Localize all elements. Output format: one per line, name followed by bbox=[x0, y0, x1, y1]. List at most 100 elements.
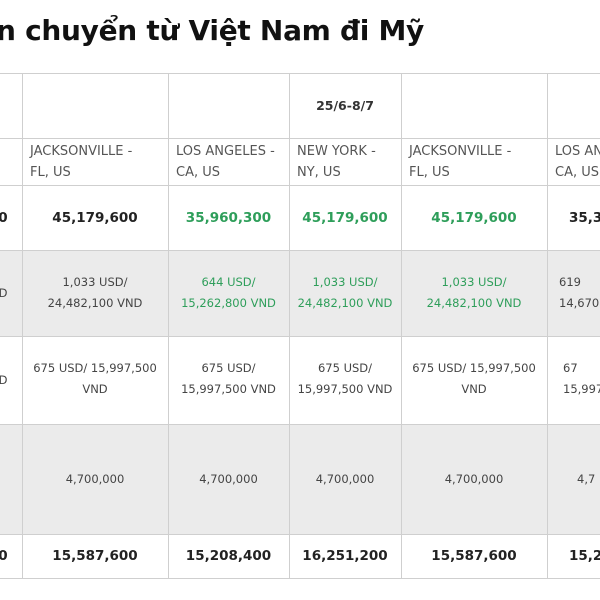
fragment-text: 0 bbox=[0, 209, 8, 226]
row-divider bbox=[0, 336, 600, 337]
col-divider bbox=[289, 73, 290, 578]
cell-value: 4,700,000 bbox=[315, 471, 375, 486]
table-cell: 675 USD/ 15,997,500 VND bbox=[22, 336, 168, 424]
cell-line: 675 USD/ 15,997,500 bbox=[412, 361, 536, 375]
cell-value: 16,251,200 bbox=[302, 548, 388, 564]
cell-value: 15,2 bbox=[569, 548, 600, 564]
row-band-fee bbox=[0, 424, 600, 534]
table-cell: 4,7 bbox=[547, 424, 600, 534]
left-fragment: D bbox=[0, 250, 10, 336]
cell-value: 15,208,400 bbox=[185, 548, 272, 564]
cell-line: 15,997,500 VND bbox=[181, 382, 276, 396]
row-divider bbox=[0, 250, 600, 251]
cell-line: 15,997,500 VND bbox=[297, 382, 393, 396]
cell-line: VND bbox=[82, 382, 108, 396]
header-line-2: CA, US bbox=[555, 165, 600, 180]
table-cell: 67 15,997 bbox=[547, 336, 600, 424]
row-divider bbox=[0, 534, 600, 535]
cell-line: 1,033 USD/ bbox=[441, 275, 507, 289]
row-divider bbox=[0, 73, 600, 74]
table-cell: 45,179,600 bbox=[289, 185, 401, 250]
fragment-text: D bbox=[0, 372, 8, 387]
header-line-2: FL, US bbox=[409, 165, 450, 180]
cell-value: 4,700,000 bbox=[444, 471, 504, 486]
table-cell: 15,587,600 bbox=[22, 534, 168, 578]
col-divider bbox=[168, 73, 169, 578]
cell-value: 45,179,600 bbox=[431, 209, 517, 226]
table-cell: 4,700,000 bbox=[168, 424, 289, 534]
row-divider bbox=[0, 138, 600, 139]
column-header: LOS AN CA, US bbox=[547, 141, 600, 183]
table-cell: 15,2 bbox=[547, 534, 600, 578]
cell-line: 24,482,100 VND bbox=[297, 296, 393, 310]
header-line-1: NEW YORK - bbox=[297, 144, 376, 159]
column-header: JACKSONVILLE - FL, US bbox=[22, 141, 168, 183]
cell-line: 675 USD/ bbox=[317, 361, 373, 375]
col-divider bbox=[22, 73, 23, 578]
table-cell: 45,179,600 bbox=[401, 185, 547, 250]
table-cell: 4,700,000 bbox=[22, 424, 168, 534]
fragment-text: D bbox=[0, 285, 8, 300]
header-line-2: CA, US bbox=[176, 165, 221, 180]
cell-value: 4,7 bbox=[577, 471, 596, 486]
page-title: n chuyển từ Việt Nam đi Mỹ bbox=[0, 14, 424, 47]
table-cell: 15,587,600 bbox=[401, 534, 547, 578]
cell-value: 45,179,600 bbox=[302, 209, 388, 226]
table-cell: 675 USD/ 15,997,500 VND bbox=[401, 336, 547, 424]
cell-value: 4,700,000 bbox=[65, 471, 125, 486]
cell-line: 619 bbox=[559, 275, 581, 289]
cell-line: 14,670 bbox=[559, 296, 600, 310]
column-header: JACKSONVILLE - FL, US bbox=[401, 141, 547, 183]
left-fragment: 0 bbox=[0, 534, 10, 578]
row-divider bbox=[0, 424, 600, 425]
cell-value: 15,587,600 bbox=[52, 548, 138, 564]
table-cell: 675 USD/ 15,997,500 VND bbox=[289, 336, 401, 424]
cell-value: 15,587,600 bbox=[431, 548, 517, 564]
column-header: NEW YORK - NY, US bbox=[289, 141, 401, 183]
cell-value: 35,960,300 bbox=[185, 209, 272, 226]
table-cell: 16,251,200 bbox=[289, 534, 401, 578]
cell-line: 675 USD/ bbox=[201, 361, 256, 375]
column-header: LOS ANGELES - CA, US bbox=[168, 141, 289, 183]
col-divider bbox=[401, 73, 402, 578]
left-fragment: D bbox=[0, 336, 10, 424]
cell-value: 4,700,000 bbox=[199, 471, 258, 486]
left-fragment: 0 bbox=[0, 185, 10, 250]
cell-line: 1,033 USD/ bbox=[312, 275, 378, 289]
table-cell: 4,700,000 bbox=[401, 424, 547, 534]
cell-line: 24,482,100 VND bbox=[426, 296, 522, 310]
row-band-usd-1 bbox=[0, 250, 600, 336]
cell-line: 1,033 USD/ bbox=[62, 275, 128, 289]
header-line-2: NY, US bbox=[297, 165, 341, 180]
table-cell: 675 USD/ 15,997,500 VND bbox=[168, 336, 289, 424]
date-range-label: 25/6-8/7 bbox=[316, 97, 374, 113]
row-divider bbox=[0, 185, 600, 186]
cell-line: 15,997 bbox=[563, 382, 600, 396]
header-line-1: JACKSONVILLE - bbox=[30, 144, 133, 159]
cell-line: 67 bbox=[563, 361, 578, 375]
cell-line: 15,262,800 VND bbox=[181, 296, 276, 310]
table-cell: 35,3 bbox=[547, 185, 600, 250]
date-range-header: 25/6-8/7 bbox=[289, 90, 401, 120]
header-line-1: LOS ANGELES - bbox=[176, 144, 275, 159]
header-line-1: JACKSONVILLE - bbox=[409, 144, 512, 159]
row-divider bbox=[0, 578, 600, 579]
table-cell: 619 14,670 bbox=[547, 250, 600, 336]
table-cell: 15,208,400 bbox=[168, 534, 289, 578]
table-cell: 1,033 USD/ 24,482,100 VND bbox=[289, 250, 401, 336]
cell-value: 35,3 bbox=[569, 209, 600, 226]
cell-line: 24,482,100 VND bbox=[47, 296, 143, 310]
col-divider bbox=[547, 73, 548, 578]
table-cell: 45,179,600 bbox=[22, 185, 168, 250]
cell-line: 644 USD/ bbox=[201, 275, 256, 289]
cell-value: 45,179,600 bbox=[52, 209, 138, 226]
table-cell: 1,033 USD/ 24,482,100 VND bbox=[22, 250, 168, 336]
cell-line: VND bbox=[461, 382, 487, 396]
table-cell: 644 USD/ 15,262,800 VND bbox=[168, 250, 289, 336]
header-line-2: FL, US bbox=[30, 165, 71, 180]
table-cell: 1,033 USD/ 24,482,100 VND bbox=[401, 250, 547, 336]
cell-line: 675 USD/ 15,997,500 bbox=[33, 361, 157, 375]
header-line-1: LOS AN bbox=[555, 144, 600, 159]
table-cell: 35,960,300 bbox=[168, 185, 289, 250]
